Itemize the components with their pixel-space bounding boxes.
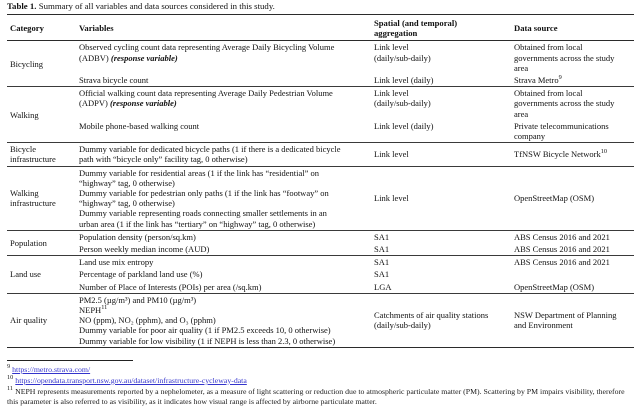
variable-line: Dummy variable for residential areas (1 … xyxy=(79,167,320,188)
table-row: Person weekly median income (AUD) SA1 AB… xyxy=(7,243,634,256)
cell-variable: Land use mix entropy xyxy=(79,257,154,268)
group-population: Population Population density (person/sq… xyxy=(7,230,634,255)
cell-source: ABS Census 2016 and 2021 xyxy=(514,244,610,255)
variable-line: Dummy variable for low visibility (1 if … xyxy=(79,335,336,346)
cell-variable: Mobile phone-based walking count xyxy=(79,120,200,131)
footnote-marker: 9 xyxy=(558,74,562,82)
cell-aggregation: Link level (daily) xyxy=(374,120,434,131)
footnote-link-cycleway-data[interactable]: https://opendata.transport.nsw.gov.au/da… xyxy=(15,375,247,385)
cell-aggregation: Link level xyxy=(374,193,409,204)
table-row: Bicycling Observed cycling count data re… xyxy=(7,41,634,74)
table-caption-text: Summary of all variables and data source… xyxy=(38,1,275,11)
column-header-category: Category xyxy=(10,22,44,33)
cell-aggregation: SA1 xyxy=(374,244,390,255)
cell-variable: Population density (person/sq.km) xyxy=(79,231,196,242)
cell-source: Obtained from local governments across t… xyxy=(514,88,615,119)
cell-variable: Percentage of parkland land use (%) xyxy=(79,269,203,280)
footnote-marker: 10 xyxy=(600,148,608,156)
cell-category: Air quality xyxy=(10,315,48,326)
table-row: Strava bicycle count Link level (daily) … xyxy=(7,74,634,87)
variable-line: Dummy variable representing roads connec… xyxy=(79,208,327,229)
variable-line: Dummy variable for poor air quality (1 i… xyxy=(79,325,331,336)
table-row: Number of Place of Interests (POIs) per … xyxy=(7,281,634,294)
cell-variable: Official walking count data representing… xyxy=(79,88,333,109)
table-row: Land use Land use mix entropy SA1 ABS Ce… xyxy=(7,256,634,279)
footnotes: 9 https://metro.strava.com/ 10 https://ope… xyxy=(7,363,634,407)
cell-variable: Observed cycling count data representing… xyxy=(79,42,335,63)
group-walking: Walking Official walking count data repr… xyxy=(7,86,634,143)
cell-category: Population xyxy=(10,237,47,248)
cell-aggregation: SA1 xyxy=(374,231,390,242)
footnote-marker: 11 xyxy=(101,304,108,312)
footnote-9: 9 https://metro.strava.com/ xyxy=(7,363,634,375)
cell-source: Obtained from local governments across t… xyxy=(514,42,615,73)
cell-aggregation: Link level (daily/sub-daily) xyxy=(374,88,431,109)
cell-source: Private telecommunications company xyxy=(514,120,609,142)
footnote-text: NEPH represents measurements reported by… xyxy=(7,386,625,406)
table-header-row: Category Variables Spatial (and temporal… xyxy=(7,15,634,41)
cell-source: OpenStreetMap (OSM) xyxy=(514,281,595,292)
cell-variable: Person weekly median income (AUD) xyxy=(79,244,210,255)
footnote-separator xyxy=(7,359,133,361)
cell-variable: Dummy variable for residential areas (1 … xyxy=(79,166,374,230)
variable-line: NO (ppm), NO₂ (pphm), and O₃ (pphm) xyxy=(79,315,216,326)
footnote-10: 10 https://opendata.transport.nsw.gov.au/… xyxy=(7,374,634,386)
footnote-11: 11 NEPH represents measurements reported … xyxy=(7,385,634,407)
footnote-marker: 11 xyxy=(7,385,14,393)
cell-category: Land use xyxy=(10,269,41,280)
variable-line: NEPH11 xyxy=(79,304,108,316)
cell-aggregation: Catchments of air quality stations (dail… xyxy=(374,310,489,331)
column-header-variables: Variables xyxy=(79,22,114,33)
cell-aggregation: Link level xyxy=(374,149,409,160)
cell-aggregation: LGA xyxy=(374,281,392,292)
group-bicycle-infrastructure: Bicycle infrastructure Dummy variable fo… xyxy=(7,142,634,166)
table-row: Air quality PM2.5 (µg/m³) and PM10 (µg/m… xyxy=(7,293,634,347)
cell-aggregation: SA1 xyxy=(374,257,390,268)
cell-variable: PM2.5 (µg/m³) and PM10 (µg/m³) NEPH11 NO… xyxy=(79,293,374,347)
cell-source: TfNSW Bicycle Network10 xyxy=(514,148,608,160)
table-row: Bicycle infrastructure Dummy variable fo… xyxy=(7,143,634,166)
variable-line: PM2.5 (µg/m³) and PM10 (µg/m³) xyxy=(79,294,197,305)
table-row: Population Population density (person/sq… xyxy=(7,230,634,248)
cell-aggregation: Link level (daily/sub-daily) xyxy=(374,42,431,63)
cell-category: Walking infrastructure xyxy=(10,188,56,209)
cell-category: Bicycling xyxy=(10,58,44,69)
table-row: Walking Official walking count data repr… xyxy=(7,87,634,120)
variables-table: Category Variables Spatial (and temporal… xyxy=(7,14,634,348)
cell-source: ABS Census 2016 and 2021 xyxy=(514,257,610,268)
group-land-use: Land use Land use mix entropy SA1 ABS Ce… xyxy=(7,255,634,294)
cell-aggregation: Link level (daily) xyxy=(374,75,434,86)
column-header-aggregation: Spatial (and temporal) aggregation xyxy=(374,17,458,38)
cell-variable: Number of Place of Interests (POIs) per … xyxy=(79,281,262,292)
group-walking-infrastructure: Walking infrastructure Dummy variable fo… xyxy=(7,166,634,230)
table-caption-label: Table 1. xyxy=(7,1,37,11)
cell-category: Walking xyxy=(10,109,39,120)
cell-variable: Strava bicycle count xyxy=(79,75,149,86)
group-bicycling: Bicycling Observed cycling count data re… xyxy=(7,40,634,87)
footnote-marker: 10 xyxy=(7,374,14,382)
footnote-marker: 9 xyxy=(7,363,11,371)
cell-source: NSW Department of Planning and Environme… xyxy=(514,310,617,331)
cell-source: ABS Census 2016 and 2021 xyxy=(514,231,610,242)
table-row: Percentage of parkland land use (%) SA1 xyxy=(7,268,634,280)
cell-source: OpenStreetMap (OSM) xyxy=(514,193,595,204)
group-air-quality: Air quality PM2.5 (µg/m³) and PM10 (µg/m… xyxy=(7,293,634,347)
column-header-source: Data source xyxy=(514,22,558,33)
cell-aggregation: SA1 xyxy=(374,269,390,280)
cell-variable: Dummy variable for dedicated bicycle pat… xyxy=(79,144,341,165)
table-row: Walking infrastructure Dummy variable fo… xyxy=(7,166,634,230)
cell-category: Bicycle infrastructure xyxy=(10,144,56,165)
variable-line: Dummy variable for pedestrian only paths… xyxy=(79,188,329,209)
footnote-link-strava-metro[interactable]: https://metro.strava.com/ xyxy=(12,364,91,374)
cell-source xyxy=(514,268,634,280)
cell-source: Strava Metro9 xyxy=(514,74,562,86)
table-caption: Table 1. Summary of all variables and da… xyxy=(7,1,634,12)
table-row: Mobile phone-based walking count Link le… xyxy=(7,120,634,143)
